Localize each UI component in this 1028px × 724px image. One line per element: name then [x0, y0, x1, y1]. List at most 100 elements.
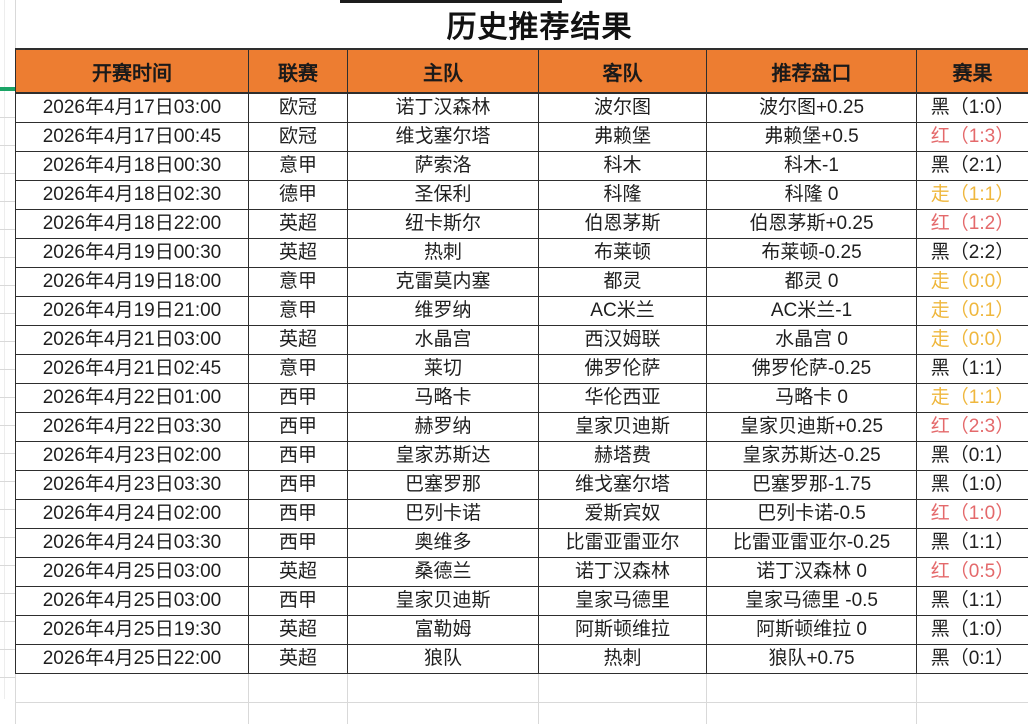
header-cell-league[interactable]: 联赛: [249, 49, 348, 93]
cell-handicap[interactable]: 狼队+0.75: [707, 645, 917, 674]
cell-result[interactable]: 走（1:1）: [917, 181, 1028, 210]
cell-time[interactable]: 2026年4月25日03:00: [16, 587, 249, 616]
cell-handicap[interactable]: 阿斯顿维拉 0: [707, 616, 917, 645]
cell-away-team[interactable]: 都灵: [539, 268, 707, 297]
cell-result[interactable]: 红（1:2）: [917, 210, 1028, 239]
cell-time[interactable]: 2026年4月25日19:30: [16, 616, 249, 645]
cell-handicap[interactable]: 都灵 0: [707, 268, 917, 297]
cell-time[interactable]: 2026年4月25日22:00: [16, 645, 249, 674]
cell-home-team[interactable]: 维戈塞尔塔: [348, 123, 539, 152]
empty-cell[interactable]: [348, 703, 539, 724]
cell-away-team[interactable]: 皇家贝迪斯: [539, 413, 707, 442]
cell-away-team[interactable]: AC米兰: [539, 297, 707, 326]
empty-cell[interactable]: [16, 703, 249, 724]
cell-result[interactable]: 黑（1:1）: [917, 355, 1028, 384]
cell-league[interactable]: 西甲: [249, 413, 348, 442]
cell-away-team[interactable]: 佛罗伦萨: [539, 355, 707, 384]
cell-result[interactable]: 走（0:0）: [917, 326, 1028, 355]
cell-handicap[interactable]: 伯恩茅斯+0.25: [707, 210, 917, 239]
cell-league[interactable]: 西甲: [249, 442, 348, 471]
cell-league[interactable]: 英超: [249, 616, 348, 645]
cell-handicap[interactable]: 科木-1: [707, 152, 917, 181]
cell-home-team[interactable]: 诺丁汉森林: [348, 93, 539, 123]
cell-result[interactable]: 黑（0:1）: [917, 442, 1028, 471]
cell-result[interactable]: 黑（1:1）: [917, 587, 1028, 616]
header-cell-handicap[interactable]: 推荐盘口: [707, 49, 917, 93]
cell-away-team[interactable]: 热刺: [539, 645, 707, 674]
cell-time[interactable]: 2026年4月18日22:00: [16, 210, 249, 239]
cell-league[interactable]: 英超: [249, 558, 348, 587]
cell-home-team[interactable]: 桑德兰: [348, 558, 539, 587]
cell-result[interactable]: 黑（1:0）: [917, 471, 1028, 500]
cell-time[interactable]: 2026年4月21日03:00: [16, 326, 249, 355]
cell-home-team[interactable]: 奥维多: [348, 529, 539, 558]
cell-handicap[interactable]: 弗赖堡+0.5: [707, 123, 917, 152]
cell-away-team[interactable]: 波尔图: [539, 93, 707, 123]
empty-cell[interactable]: [249, 674, 348, 703]
cell-home-team[interactable]: 巴列卡诺: [348, 500, 539, 529]
empty-cell[interactable]: [539, 674, 707, 703]
header-cell-result[interactable]: 赛果: [917, 49, 1028, 93]
cell-home-team[interactable]: 皇家贝迪斯: [348, 587, 539, 616]
cell-handicap[interactable]: 比雷亚雷亚尔-0.25: [707, 529, 917, 558]
cell-home-team[interactable]: 热刺: [348, 239, 539, 268]
cell-away-team[interactable]: 华伦西亚: [539, 384, 707, 413]
cell-result[interactable]: 黑（2:1）: [917, 152, 1028, 181]
cell-time[interactable]: 2026年4月18日00:30: [16, 152, 249, 181]
cell-result[interactable]: 走（0:0）: [917, 268, 1028, 297]
empty-cell[interactable]: [917, 703, 1028, 724]
cell-handicap[interactable]: 科隆 0: [707, 181, 917, 210]
empty-cell[interactable]: [707, 703, 917, 724]
cell-time[interactable]: 2026年4月18日02:30: [16, 181, 249, 210]
cell-league[interactable]: 西甲: [249, 587, 348, 616]
cell-result[interactable]: 黑（2:2）: [917, 239, 1028, 268]
cell-league[interactable]: 西甲: [249, 529, 348, 558]
cell-time[interactable]: 2026年4月24日03:30: [16, 529, 249, 558]
cell-home-team[interactable]: 圣保利: [348, 181, 539, 210]
cell-time[interactable]: 2026年4月23日03:30: [16, 471, 249, 500]
cell-home-team[interactable]: 皇家苏斯达: [348, 442, 539, 471]
cell-away-team[interactable]: 科木: [539, 152, 707, 181]
cell-time[interactable]: 2026年4月19日18:00: [16, 268, 249, 297]
empty-cell[interactable]: [16, 674, 249, 703]
cell-league[interactable]: 意甲: [249, 355, 348, 384]
cell-result[interactable]: 黑（0:1）: [917, 645, 1028, 674]
cell-time[interactable]: 2026年4月22日01:00: [16, 384, 249, 413]
cell-league[interactable]: 西甲: [249, 500, 348, 529]
cell-time[interactable]: 2026年4月21日02:45: [16, 355, 249, 384]
cell-away-team[interactable]: 比雷亚雷亚尔: [539, 529, 707, 558]
cell-away-team[interactable]: 诺丁汉森林: [539, 558, 707, 587]
cell-league[interactable]: 西甲: [249, 471, 348, 500]
cell-home-team[interactable]: 狼队: [348, 645, 539, 674]
cell-away-team[interactable]: 赫塔费: [539, 442, 707, 471]
cell-home-team[interactable]: 马略卡: [348, 384, 539, 413]
cell-league[interactable]: 英超: [249, 210, 348, 239]
cell-league[interactable]: 欧冠: [249, 93, 348, 123]
empty-cell[interactable]: [249, 703, 348, 724]
cell-result[interactable]: 黑（1:0）: [917, 616, 1028, 645]
cell-handicap[interactable]: 皇家苏斯达-0.25: [707, 442, 917, 471]
cell-away-team[interactable]: 科隆: [539, 181, 707, 210]
cell-time[interactable]: 2026年4月19日00:30: [16, 239, 249, 268]
cell-result[interactable]: 走（0:1）: [917, 297, 1028, 326]
cell-league[interactable]: 意甲: [249, 268, 348, 297]
empty-cell[interactable]: [348, 674, 539, 703]
cell-handicap[interactable]: 皇家贝迪斯+0.25: [707, 413, 917, 442]
cell-league[interactable]: 意甲: [249, 152, 348, 181]
cell-home-team[interactable]: 维罗纳: [348, 297, 539, 326]
cell-league[interactable]: 意甲: [249, 297, 348, 326]
cell-result[interactable]: 黑（1:0）: [917, 93, 1028, 123]
cell-away-team[interactable]: 爱斯宾奴: [539, 500, 707, 529]
cell-home-team[interactable]: 富勒姆: [348, 616, 539, 645]
cell-away-team[interactable]: 阿斯顿维拉: [539, 616, 707, 645]
cell-result[interactable]: 红（2:3）: [917, 413, 1028, 442]
cell-home-team[interactable]: 莱切: [348, 355, 539, 384]
cell-away-team[interactable]: 布莱顿: [539, 239, 707, 268]
cell-result[interactable]: 走（1:1）: [917, 384, 1028, 413]
cell-league[interactable]: 德甲: [249, 181, 348, 210]
cell-away-team[interactable]: 维戈塞尔塔: [539, 471, 707, 500]
header-cell-away[interactable]: 客队: [539, 49, 707, 93]
cell-league[interactable]: 英超: [249, 326, 348, 355]
cell-league[interactable]: 欧冠: [249, 123, 348, 152]
cell-away-team[interactable]: 西汉姆联: [539, 326, 707, 355]
